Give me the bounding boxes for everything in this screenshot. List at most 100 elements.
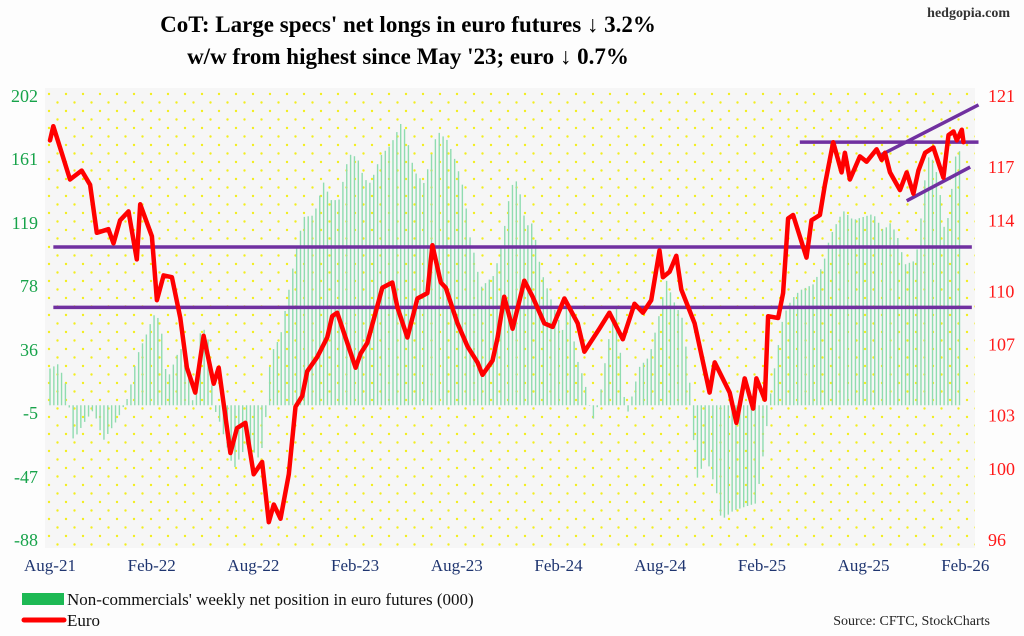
net-position-bar <box>461 184 464 406</box>
net-position-bar <box>904 264 907 406</box>
left-axis-tick-label: -47 <box>14 467 38 487</box>
net-position-bar <box>484 283 487 406</box>
net-position-bar <box>87 405 90 417</box>
net-position-bar <box>72 405 74 439</box>
net-position-bar <box>781 321 783 406</box>
net-position-bar <box>608 339 610 406</box>
net-position-bar <box>700 405 702 469</box>
net-position-bar <box>766 405 768 427</box>
net-position-bar <box>908 262 911 406</box>
net-position-bar <box>257 405 259 458</box>
source-note: Source: CFTC, StockCharts <box>833 614 990 629</box>
net-position-bar <box>272 349 275 406</box>
net-position-bar <box>665 280 668 406</box>
right-axis-tick-label: 103 <box>988 406 1015 426</box>
net-position-bar <box>777 345 780 406</box>
euro-line <box>47 123 966 525</box>
net-position-bar <box>581 373 583 406</box>
net-position-bar <box>407 145 410 406</box>
net-position-bar <box>388 146 390 406</box>
net-position-bar <box>584 386 587 406</box>
net-position-bar <box>411 162 413 406</box>
net-position-bar <box>91 405 94 412</box>
net-position-bar <box>881 229 884 406</box>
net-position-bar <box>57 364 59 406</box>
net-position-bar <box>188 375 190 406</box>
net-position-bar <box>326 191 329 406</box>
net-position-bar <box>469 237 471 406</box>
left-axis-tick-label: -88 <box>14 530 38 550</box>
net-position-bar <box>380 154 383 406</box>
net-position-bar <box>330 200 333 406</box>
net-position-bar <box>303 216 306 406</box>
net-position-bar <box>800 289 803 406</box>
left-axis-tick-label: 161 <box>11 149 38 169</box>
net-position-bar <box>280 332 282 406</box>
net-position-bar <box>588 405 591 406</box>
net-position-bar <box>349 154 352 406</box>
net-position-bar <box>457 171 460 406</box>
net-position-bar <box>754 405 756 504</box>
chart-title-line-2: w/w from highest since May '23; euro ↓ 0… <box>187 44 629 69</box>
net-position-bar <box>477 271 479 406</box>
x-axis-tick-label: Aug-23 <box>431 556 483 575</box>
net-position-bar <box>249 405 252 448</box>
net-position-bar <box>635 381 637 406</box>
x-axis-tick-label: Aug-24 <box>634 556 686 575</box>
net-position-bar <box>943 226 945 406</box>
net-position-bar <box>284 310 286 406</box>
net-position-bar <box>103 405 105 440</box>
net-position-bar <box>847 214 849 406</box>
net-position-bar <box>253 405 255 453</box>
net-position-bar <box>392 140 394 406</box>
channel-trendline <box>880 103 980 157</box>
net-position-bar <box>712 405 714 480</box>
net-position-bar <box>230 405 232 461</box>
x-axis-tick-label: Feb-22 <box>128 556 176 575</box>
net-position-bars <box>49 123 961 518</box>
net-position-bar <box>631 396 633 406</box>
net-position-bar <box>565 301 568 406</box>
net-position-bar <box>446 139 448 406</box>
net-position-bar <box>527 225 529 406</box>
net-position-bar <box>623 396 625 406</box>
net-position-bar <box>619 352 622 406</box>
net-position-bar <box>222 405 225 435</box>
net-position-bar <box>627 405 629 412</box>
net-position-bar <box>80 405 82 428</box>
net-position-bar <box>854 219 857 406</box>
net-position-bar <box>866 215 868 406</box>
net-position-bar <box>650 349 652 406</box>
net-position-bar <box>750 405 753 505</box>
net-position-bar <box>114 405 117 423</box>
net-position-bar <box>785 310 787 406</box>
net-position-bar <box>939 195 941 406</box>
net-position-bar <box>920 218 922 406</box>
net-position-bar <box>704 405 706 460</box>
net-position-bar <box>835 224 837 406</box>
net-position-bar <box>762 405 764 457</box>
net-position-bar <box>534 239 537 406</box>
net-position-bar <box>839 216 841 406</box>
net-position-bar <box>396 132 398 406</box>
net-position-bar <box>812 284 814 406</box>
net-position-bar <box>538 261 541 406</box>
net-position-bar <box>68 405 70 408</box>
net-position-bar <box>662 297 664 406</box>
left-axis: 202 161 119 78 36 -5 -47 -88 <box>11 86 38 550</box>
net-position-bar <box>64 383 67 406</box>
net-position-bar <box>369 182 371 406</box>
net-position-bar <box>646 358 649 406</box>
net-position-bar <box>592 405 595 419</box>
net-position-bar <box>161 333 163 406</box>
net-position-bar <box>739 405 741 509</box>
net-position-bar <box>450 148 452 406</box>
net-position-bar <box>531 223 533 406</box>
net-position-bar <box>288 289 290 406</box>
net-position-bar <box>804 287 807 406</box>
net-position-bar <box>611 320 614 406</box>
left-axis-tick-label: -5 <box>23 403 38 423</box>
net-position-bar <box>658 316 660 406</box>
net-position-bar <box>708 405 710 467</box>
